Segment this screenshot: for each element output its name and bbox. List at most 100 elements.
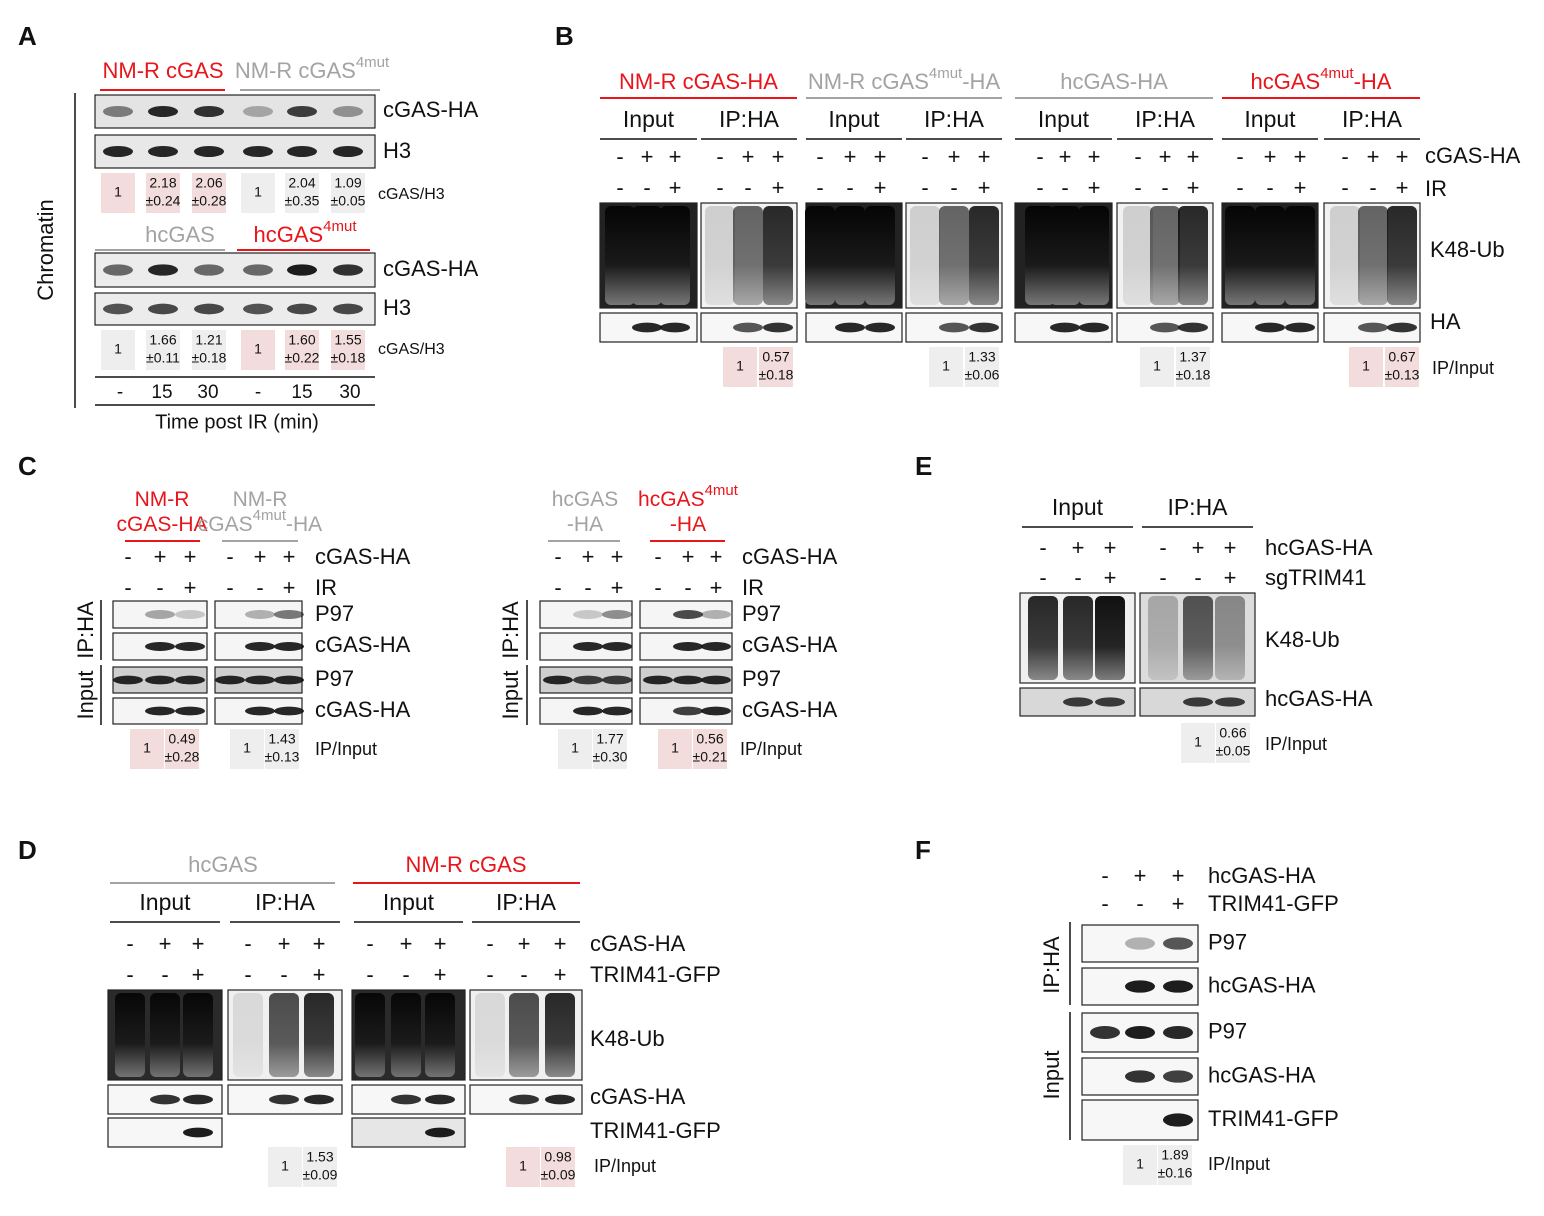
- sub-header: IP:HA: [1135, 106, 1196, 132]
- quant-value: 1.66: [149, 332, 176, 348]
- lane-sign: +: [1224, 565, 1237, 590]
- quant-sd: ±0.05: [1216, 743, 1251, 759]
- lane-sign: +: [1172, 891, 1185, 916]
- group-label: -HA: [670, 513, 706, 536]
- smear: [115, 993, 145, 1077]
- band: [175, 642, 205, 651]
- band: [304, 1094, 334, 1105]
- lane-sign: -: [643, 175, 650, 200]
- sub-header: IP:HA: [255, 889, 316, 915]
- sub-header: Input: [1052, 494, 1104, 520]
- quant-box: [658, 729, 692, 769]
- label-part: 4mut: [323, 218, 357, 235]
- lane-sign: -: [1369, 175, 1376, 200]
- band: [573, 642, 603, 651]
- band: [194, 264, 224, 276]
- band: [509, 1094, 539, 1105]
- smear: [1225, 206, 1255, 305]
- label: cGAS-HA: [590, 1084, 686, 1109]
- band: [1183, 697, 1213, 707]
- quant-value: 1: [1194, 734, 1202, 750]
- lane-sign: -: [124, 544, 131, 569]
- band: [1150, 322, 1180, 333]
- smear: [835, 206, 865, 305]
- panel-letter: D: [18, 835, 37, 865]
- label: IP/Input: [1208, 1154, 1270, 1174]
- lane-sign: -: [554, 575, 561, 600]
- quant-sd: ±0.18: [192, 350, 227, 366]
- band: [274, 610, 304, 619]
- lane-sign: +: [1172, 863, 1185, 888]
- band: [287, 264, 317, 276]
- lane-sign: -: [744, 175, 751, 200]
- sub-header: Input: [383, 889, 435, 915]
- label: cGAS-HA: [383, 256, 479, 281]
- quant-box: [192, 173, 226, 213]
- band: [1163, 1113, 1193, 1127]
- label: IR: [315, 575, 337, 600]
- band: [194, 106, 224, 117]
- quant-box: [541, 1147, 575, 1187]
- lane-sign: -: [161, 962, 168, 987]
- group-label: -HA: [567, 513, 603, 536]
- band: [148, 264, 178, 276]
- sub-header: Input: [828, 106, 880, 132]
- lane-sign: -: [1039, 535, 1046, 560]
- band: [1063, 697, 1093, 707]
- smear: [1123, 206, 1153, 305]
- group-label: cGAS4mut-HA: [198, 507, 322, 536]
- label: cGAS/H3: [378, 186, 445, 203]
- sub-header: IP:HA: [1167, 494, 1228, 520]
- lane-sign: +: [772, 175, 785, 200]
- band: [865, 322, 895, 333]
- band: [215, 675, 245, 685]
- label: hcGAS-HA: [1208, 972, 1316, 997]
- band: [1215, 697, 1245, 707]
- group-label: NM-R: [135, 488, 190, 511]
- smear: [1183, 596, 1213, 680]
- label-part: hcGAS-HA: [1060, 69, 1168, 94]
- quant-box: [331, 173, 365, 213]
- quant-value: 1: [254, 184, 262, 200]
- lane-sign: +: [254, 544, 267, 569]
- band: [333, 146, 363, 157]
- band: [194, 146, 224, 157]
- label-part: NM-R cGAS: [103, 58, 224, 83]
- label: cGAS-HA: [383, 97, 479, 122]
- band: [175, 610, 205, 619]
- band: [103, 264, 133, 276]
- band: [274, 675, 304, 685]
- band: [602, 642, 632, 651]
- lane-sign: +: [742, 144, 755, 169]
- sub-header: IP:HA: [719, 106, 780, 132]
- lane-sign: +: [611, 575, 624, 600]
- band: [245, 675, 275, 685]
- band: [939, 322, 969, 333]
- quant-sd: ±0.30: [593, 749, 628, 765]
- lane-sign: +: [669, 144, 682, 169]
- quant-value: 1.09: [334, 175, 361, 191]
- band: [701, 706, 731, 716]
- label: IP/Input: [740, 739, 802, 759]
- smear: [545, 993, 575, 1077]
- lane-sign: -: [1039, 565, 1046, 590]
- quant-value: 1.33: [968, 349, 995, 365]
- quant-value: 1.77: [596, 731, 623, 747]
- label: H3: [383, 295, 411, 320]
- quant-value: 0.56: [696, 731, 723, 747]
- band: [969, 322, 999, 333]
- smear: [1358, 206, 1388, 305]
- smear: [1150, 206, 1180, 305]
- quant-box: [146, 330, 180, 370]
- label: HA: [1430, 309, 1461, 334]
- sub-header: Input: [623, 106, 675, 132]
- smear: [150, 993, 180, 1077]
- label: hcGAS-HA: [1208, 863, 1316, 888]
- smear: [1330, 206, 1360, 305]
- band: [1163, 1070, 1193, 1083]
- band: [274, 642, 304, 651]
- quant-box: [241, 173, 275, 213]
- quant-box: [331, 330, 365, 370]
- quant-value: 1.37: [1179, 349, 1206, 365]
- quant-value: 0.67: [1388, 349, 1415, 365]
